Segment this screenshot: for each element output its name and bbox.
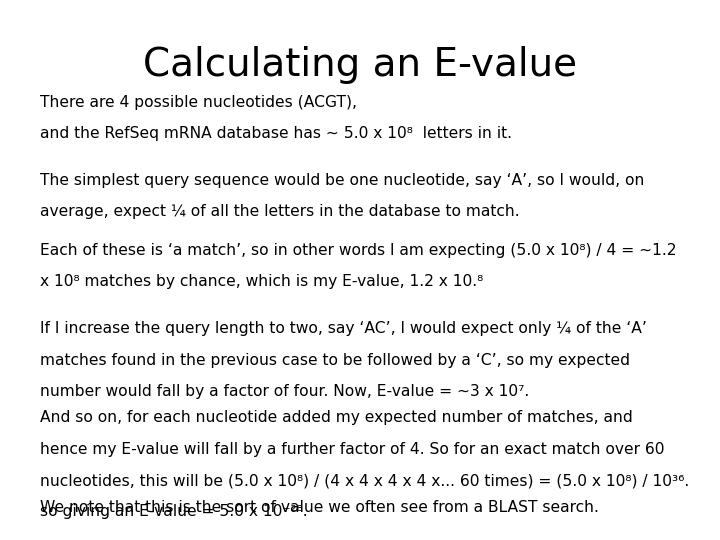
Text: There are 4 possible nucleotides (ACGT),: There are 4 possible nucleotides (ACGT), xyxy=(40,94,356,110)
Text: Calculating an E-value: Calculating an E-value xyxy=(143,46,577,84)
Text: x 10⁸ matches by chance, which is my E-value, 1.2 x 10.⁸: x 10⁸ matches by chance, which is my E-v… xyxy=(40,274,483,289)
Text: If I increase the query length to two, say ‘AC’, I would expect only ¼ of the ‘A: If I increase the query length to two, s… xyxy=(40,321,647,336)
Text: nucleotides, this will be (5.0 x 10⁸) / (4 x 4 x 4 x 4 x... 60 times) = (5.0 x 1: nucleotides, this will be (5.0 x 10⁸) / … xyxy=(40,473,689,488)
Text: We note that this is the sort of value we often see from a BLAST search.: We note that this is the sort of value w… xyxy=(40,500,598,515)
Text: And so on, for each nucleotide added my expected number of matches, and: And so on, for each nucleotide added my … xyxy=(40,410,632,426)
Text: Each of these is ‘a match’, so in other words I am expecting (5.0 x 10⁸) / 4 = ~: Each of these is ‘a match’, so in other … xyxy=(40,243,676,258)
Text: and the RefSeq mRNA database has ~ 5.0 x 10⁸  letters in it.: and the RefSeq mRNA database has ~ 5.0 x… xyxy=(40,126,512,141)
Text: hence my E-value will fall by a further factor of 4. So for an exact match over : hence my E-value will fall by a further … xyxy=(40,442,664,457)
Text: matches found in the previous case to be followed by a ‘C’, so my expected: matches found in the previous case to be… xyxy=(40,353,629,368)
Text: number would fall by a factor of four. Now, E-value = ~3 x 10⁷.: number would fall by a factor of four. N… xyxy=(40,384,529,399)
Text: so giving an E-value = 5.0 x 10⁻²⁸.: so giving an E-value = 5.0 x 10⁻²⁸. xyxy=(40,504,307,519)
Text: average, expect ¼ of all the letters in the database to match.: average, expect ¼ of all the letters in … xyxy=(40,204,519,219)
Text: The simplest query sequence would be one nucleotide, say ‘A’, so I would, on: The simplest query sequence would be one… xyxy=(40,173,644,188)
